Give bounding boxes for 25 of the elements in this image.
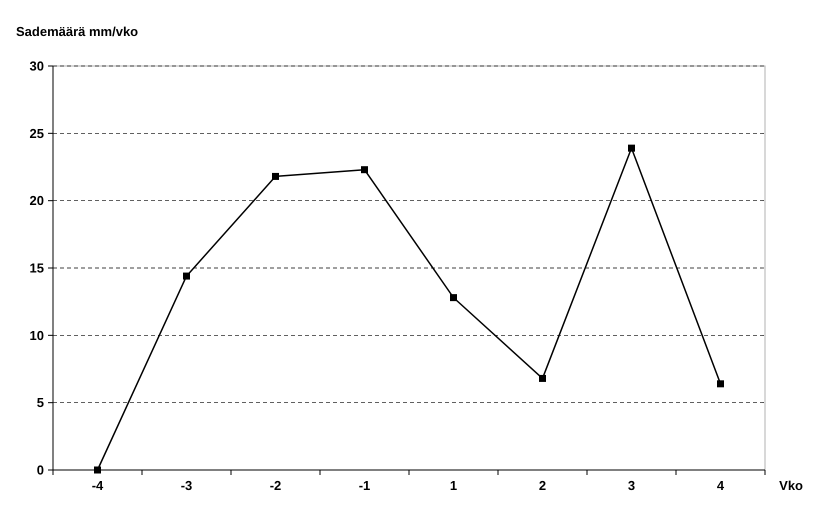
y-tick-label: 30	[30, 58, 44, 74]
y-tick-label: 20	[30, 193, 44, 208]
x-tick-label: 4	[716, 478, 725, 493]
x-tick-label: 2	[538, 478, 546, 493]
y-tick-label: 5	[36, 395, 44, 410]
y-tick-label: 15	[30, 260, 44, 276]
point	[183, 272, 190, 280]
x-tick-label: -2	[270, 478, 282, 493]
point	[450, 294, 457, 302]
x-tick-label: 3	[628, 478, 636, 493]
x-tick-label: 1	[450, 478, 458, 493]
point	[272, 172, 279, 180]
y-tick-label: 10	[30, 328, 44, 343]
point	[717, 380, 724, 388]
x-tick-label: -1	[358, 478, 370, 493]
point	[628, 144, 635, 152]
x-axis-title: Vko	[779, 478, 804, 493]
y-axis-title: Sademäärä mm/vko	[16, 24, 138, 39]
point	[361, 166, 368, 174]
y-tick-label: 0	[36, 462, 44, 478]
point	[539, 374, 546, 382]
y-tick-label: 25	[30, 126, 44, 141]
x-tick-label: -4	[92, 478, 104, 493]
x-tick-label: -3	[180, 478, 192, 493]
point	[94, 466, 101, 474]
